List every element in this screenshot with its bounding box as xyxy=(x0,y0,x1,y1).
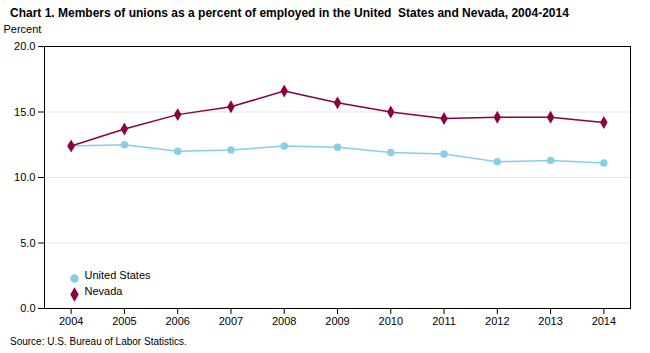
svg-text:5.0: 5.0 xyxy=(20,237,35,249)
svg-text:2008: 2008 xyxy=(272,315,296,327)
svg-text:2005: 2005 xyxy=(112,315,136,327)
svg-text:2007: 2007 xyxy=(219,315,243,327)
svg-text:2006: 2006 xyxy=(165,315,189,327)
svg-text:United States: United States xyxy=(85,269,152,281)
svg-text:2014: 2014 xyxy=(592,315,616,327)
svg-text:2012: 2012 xyxy=(485,315,509,327)
svg-text:Percent: Percent xyxy=(4,23,42,35)
svg-text:0.0: 0.0 xyxy=(20,302,35,314)
svg-text:2004: 2004 xyxy=(59,315,83,327)
svg-text:Nevada: Nevada xyxy=(85,285,124,297)
html-text:Source: U.S. Bureau of Labor S: Source: U.S. Bureau of Labor Statistics. xyxy=(10,336,187,347)
svg-text:2009: 2009 xyxy=(325,315,349,327)
svg-text:2010: 2010 xyxy=(379,315,403,327)
svg-text:2011: 2011 xyxy=(432,315,456,327)
svg-text:15.0: 15.0 xyxy=(14,106,35,118)
svg-text:2013: 2013 xyxy=(538,315,562,327)
svg-text:20.0: 20.0 xyxy=(14,40,35,52)
svg-text:10.0: 10.0 xyxy=(14,171,35,183)
html-text:Chart 1. Members of unions as: Chart 1. Members of unions as a percent … xyxy=(10,6,569,20)
